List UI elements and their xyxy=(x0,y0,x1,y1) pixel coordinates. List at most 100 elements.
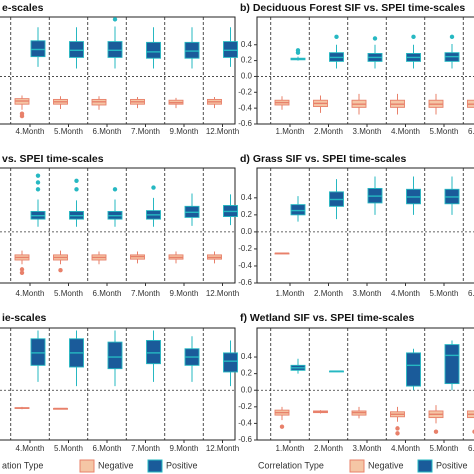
box xyxy=(107,41,123,58)
plot-frame xyxy=(256,16,474,125)
x-tick-label: 5.Month xyxy=(430,127,459,136)
x-tick-label: 3.Month xyxy=(353,289,382,298)
x-tick-label: 12.Month xyxy=(206,444,239,453)
outlier xyxy=(58,268,63,273)
x-tick-label: 6.Month xyxy=(93,444,122,453)
outlier xyxy=(112,17,118,22)
box xyxy=(30,40,46,58)
x-tick-label: 6.Month xyxy=(93,127,122,136)
outlier xyxy=(19,270,25,275)
legend-swatch xyxy=(79,459,95,473)
legend-label: Negative xyxy=(98,460,134,470)
y-tick-label: -0.4 xyxy=(238,419,252,428)
y-tick-label: 0.4 xyxy=(241,40,253,49)
y-tick-label: -0.2 xyxy=(238,87,252,96)
y-tick-label: 0.2 xyxy=(241,210,253,219)
x-tick-label: 5.Month xyxy=(54,444,83,453)
x-tick-label: 5.Month xyxy=(54,289,83,298)
y-tick-label: -0.4 xyxy=(238,261,252,270)
x-tick-label: 2.Month xyxy=(314,127,343,136)
x-tick-label: 7.Month xyxy=(131,444,160,453)
outlier xyxy=(395,431,400,436)
legend-swatch xyxy=(417,459,433,473)
box xyxy=(107,341,123,370)
x-tick-label: 4.Month xyxy=(16,444,45,453)
legend-label: Positive xyxy=(166,460,198,470)
legend-label: Negative xyxy=(368,460,404,470)
panel-title: f) Wetland SIF vs. SPEI time-scales xyxy=(240,312,414,324)
x-tick-label: 4.Month xyxy=(391,444,420,453)
plot-frame xyxy=(0,16,236,125)
outlier xyxy=(334,34,339,40)
x-tick-label: 5.Month xyxy=(430,289,459,298)
outlier xyxy=(372,36,378,41)
x-tick-label: 12.Month xyxy=(206,289,239,298)
legend-swatch xyxy=(349,459,365,473)
panel: d) Grass SIF vs. SPEI time-scales 1.Month… xyxy=(238,153,474,298)
box xyxy=(69,41,84,58)
panel: f) Wetland SIF vs. SPEI time-scales 1.Mon… xyxy=(238,312,474,473)
box xyxy=(406,352,421,387)
outlier xyxy=(295,48,301,53)
panel-title: b) Deciduous Forest SIF vs. SPEI time-sc… xyxy=(240,2,465,14)
legend-title: Correlation Type xyxy=(258,460,324,470)
plot-frame xyxy=(256,327,474,441)
outlier xyxy=(279,424,285,429)
y-tick-label: 0.0 xyxy=(241,227,253,236)
y-tick-label: 0.0 xyxy=(241,72,253,81)
x-tick-label: 2.Month xyxy=(314,444,343,453)
x-tick-label: 4.Month xyxy=(16,127,45,136)
box xyxy=(444,344,460,385)
x-tick-label: 6.Month xyxy=(468,289,474,298)
legend-title: ation Type xyxy=(2,460,43,470)
x-tick-label: 12.Month xyxy=(206,127,239,136)
legend-label: Positive xyxy=(436,460,468,470)
x-tick-label: 6.Month xyxy=(93,289,122,298)
x-tick-label: 7.Month xyxy=(131,289,160,298)
outlier xyxy=(35,173,41,178)
x-tick-label: 6.Month xyxy=(468,127,474,136)
x-tick-label: 4.Month xyxy=(391,127,420,136)
panel: ie-scales 4.Month 5.Month 6.Month 7.Month 9.M… xyxy=(0,312,239,473)
x-tick-label: 9.Month xyxy=(170,289,199,298)
plot-frame xyxy=(256,167,474,284)
box xyxy=(146,41,161,59)
x-tick-label: 4.Month xyxy=(16,289,45,298)
x-tick-label: 5.Month xyxy=(430,444,459,453)
y-tick-label: -0.6 xyxy=(238,435,252,444)
plot-frame xyxy=(0,327,236,441)
x-tick-label: 1.Month xyxy=(276,444,305,453)
panel-title: e-scales xyxy=(2,2,44,14)
y-tick-label: -0.2 xyxy=(238,244,252,253)
outlier xyxy=(35,187,41,192)
x-tick-label: 7.Month xyxy=(131,127,160,136)
y-tick-label: -0.6 xyxy=(238,278,252,287)
x-tick-label: 3.Month xyxy=(353,444,382,453)
outlier xyxy=(411,34,416,40)
x-tick-label: 9.Month xyxy=(170,444,199,453)
outlier xyxy=(74,178,79,183)
panel: e-scales 4.Month 5.Month 6.Month 7.Month 9.Mo… xyxy=(0,2,239,136)
panel-title: d) Grass SIF vs. SPEI time-scales xyxy=(240,153,406,165)
panel-title: vs. SPEI time-scales xyxy=(2,153,104,165)
y-tick-label: 0.2 xyxy=(241,56,253,65)
box xyxy=(30,338,46,366)
y-tick-label: 0.4 xyxy=(241,193,253,202)
x-tick-label: 2.Month xyxy=(314,289,343,298)
y-tick-label: -0.4 xyxy=(238,103,252,112)
x-tick-label: 5.Month xyxy=(54,127,83,136)
y-tick-label: 0.4 xyxy=(241,352,253,361)
box xyxy=(146,339,161,365)
y-tick-label: -0.6 xyxy=(238,119,252,128)
outlier xyxy=(74,187,79,192)
x-tick-label: 1.Month xyxy=(276,127,305,136)
y-tick-label: -0.2 xyxy=(238,402,252,411)
outlier xyxy=(19,113,25,119)
y-tick-label: 0.0 xyxy=(241,385,253,394)
outlier xyxy=(19,267,25,272)
box xyxy=(184,41,200,59)
outlier xyxy=(449,34,455,40)
outlier xyxy=(433,429,439,434)
x-tick-label: 6.Month xyxy=(468,444,474,453)
